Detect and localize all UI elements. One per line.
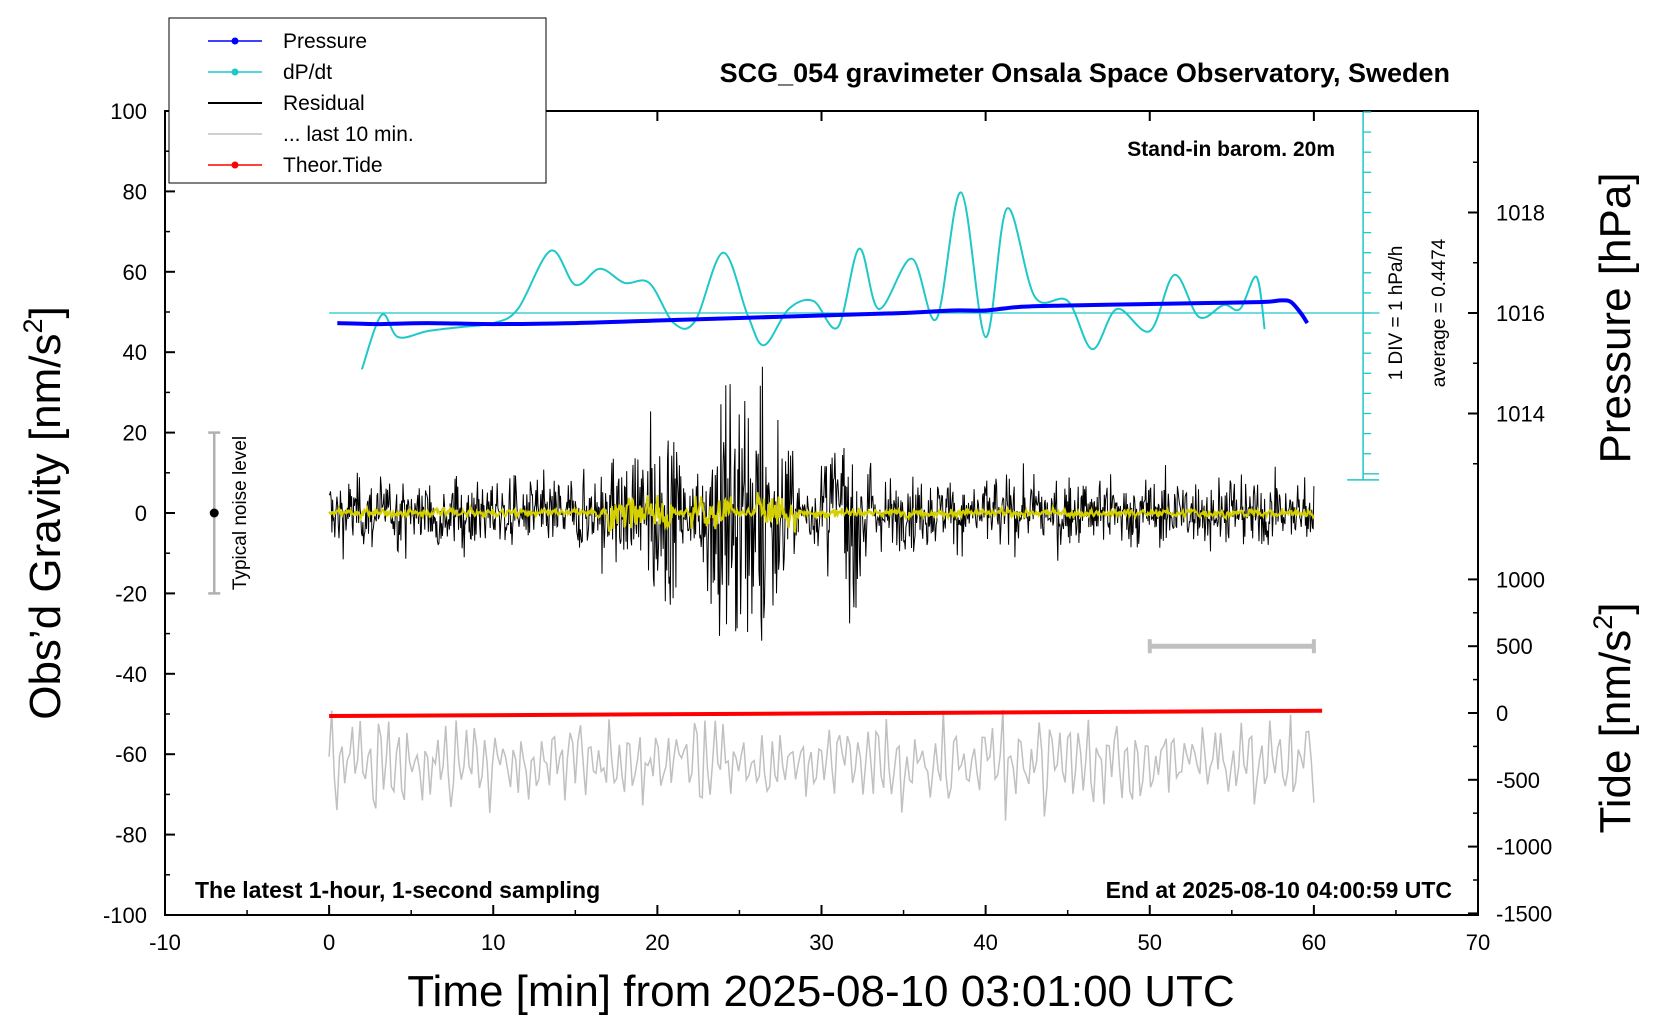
y-tick-label: -40 <box>115 662 147 687</box>
y-tick-label: -60 <box>115 742 147 767</box>
y-axis-tide: 1000 500 0 -500 -1000 -1500 <box>1468 567 1552 926</box>
tide-tick-label: 0 <box>1496 701 1508 726</box>
tide-tick-label: 500 <box>1496 634 1533 659</box>
tide-tick-label: -1000 <box>1496 835 1552 860</box>
noise-level-label: Typical noise level <box>230 436 251 590</box>
y-axis-pressure: 1018 1016 1014 <box>1468 161 1545 465</box>
y-tick-label: -20 <box>115 581 147 606</box>
legend-swatch-marker <box>231 37 239 45</box>
legend-swatch-marker <box>231 161 239 169</box>
pressure-tick-label: 1016 <box>1496 301 1545 326</box>
stand-in-label: Stand-in barom. 20m <box>1127 138 1335 161</box>
legend-label: ... last 10 min. <box>283 123 414 146</box>
y-label-left-end: ] <box>21 306 70 318</box>
theor-tide-line <box>329 708 1323 719</box>
last-10-min-line <box>328 709 1315 821</box>
tide-tick-label: 1000 <box>1496 567 1545 592</box>
x-tick-label: -10 <box>149 930 181 955</box>
legend-label: Residual <box>283 92 365 115</box>
x-tick-label: 10 <box>481 930 505 955</box>
x-tick-label: 70 <box>1466 930 1490 955</box>
tide-tick-label: -1500 <box>1496 901 1552 926</box>
x-tick-label: 40 <box>973 930 997 955</box>
y-tick-label: -100 <box>103 903 147 928</box>
noise-bar-center <box>209 508 219 518</box>
bottom-left-note: The latest 1-hour, 1-second sampling <box>195 877 600 903</box>
y-axis-left: 100 80 60 40 20 0 -20 -40 -60 -80 -100 <box>103 99 175 928</box>
y-tick-label: 40 <box>123 340 147 365</box>
y-label-tide-end: ] <box>1591 602 1640 614</box>
legend-box <box>168 17 547 184</box>
legend-label: Theor.Tide <box>283 154 383 177</box>
pressure-tick-label: 1018 <box>1496 201 1545 226</box>
y-label-left-main: Obs’d Gravity [nm/s <box>21 333 70 719</box>
y-tick-label: 20 <box>123 421 147 446</box>
legend: Pressure dP/dt Residual ... last 10 min. The… <box>168 17 547 184</box>
div-label: 1 DIV = 1 hPa/h <box>1386 246 1407 381</box>
x-axis: -10 0 10 20 30 40 50 60 70 <box>149 111 1490 955</box>
x-tick-label: 30 <box>809 930 833 955</box>
y-tick-label: 80 <box>123 179 147 204</box>
x-tick-label: 50 <box>1138 930 1162 955</box>
x-tick-label: 60 <box>1302 930 1326 955</box>
legend-label: dP/dt <box>283 61 332 84</box>
legend-swatch-marker <box>231 68 239 76</box>
chart-title: SCG_054 gravimeter Onsala Space Observat… <box>720 58 1450 88</box>
y-label-left-sup: 2 <box>18 318 48 333</box>
y-tick-label: 100 <box>110 99 147 124</box>
y-tick-label: 0 <box>135 501 147 526</box>
x-tick-label: 20 <box>645 930 669 955</box>
average-label: average = 0.4474 <box>1429 238 1450 387</box>
tide-tick-label: -500 <box>1496 768 1540 793</box>
y-axis-label-left: Obs’d Gravity [nm/s2] <box>18 306 70 720</box>
y-axis-label-tide: Tide [nm/s2] <box>1588 602 1640 833</box>
pressure-line <box>337 298 1309 327</box>
y-tick-label: 60 <box>123 260 147 285</box>
series-layer <box>328 191 1323 821</box>
legend-label: Pressure <box>283 30 367 53</box>
pressure-tick-label: 1014 <box>1496 402 1545 427</box>
dpdt-line <box>360 191 1266 370</box>
y-label-tide-sup: 2 <box>1588 615 1618 630</box>
x-tick-label: 0 <box>323 930 335 955</box>
last-10-min-bar <box>1147 639 1316 654</box>
residual-line <box>328 366 1315 641</box>
bottom-right-note: End at 2025-08-10 04:00:59 UTC <box>1106 877 1452 903</box>
noise-level-bar <box>208 431 221 595</box>
x-axis-label: Time [min] from 2025-08-10 03:01:00 UTC <box>407 967 1234 1016</box>
y-axis-label-pressure: Pressure [hPa] <box>1591 172 1640 463</box>
residual-smoothed-line <box>328 492 1315 533</box>
y-label-tide-main: Tide [nm/s <box>1591 630 1640 834</box>
y-tick-label: -80 <box>115 823 147 848</box>
